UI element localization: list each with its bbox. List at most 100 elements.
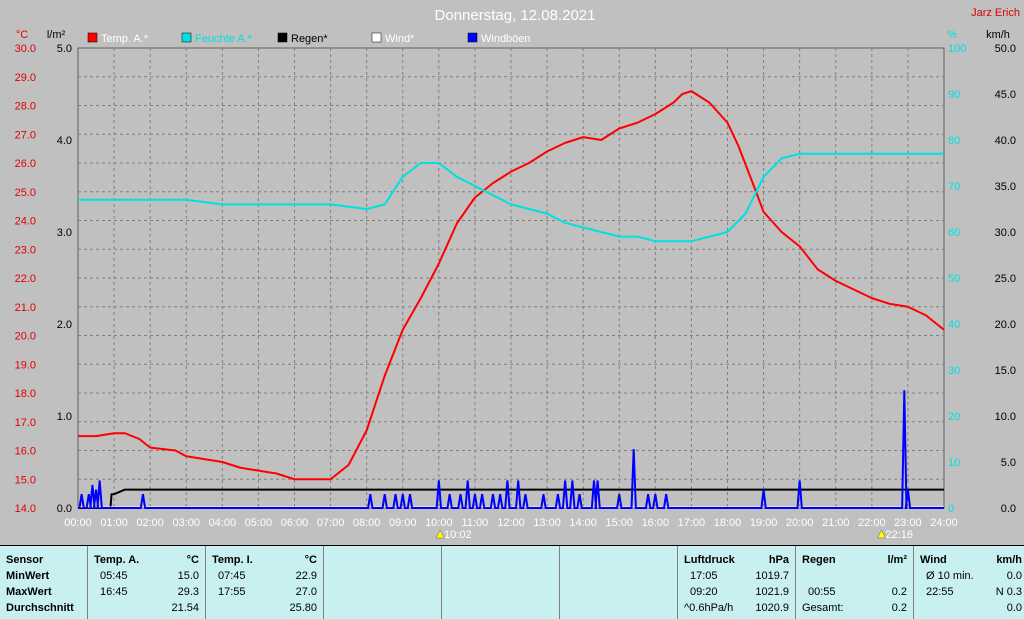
temp-tick-label: 24.0 <box>15 216 36 228</box>
temp-tick-label: 15.0 <box>15 474 36 486</box>
weather-chart: 30.0 29.0 28.0 27.0 26.0 25.0 24.0 23.0 22.0 21.0… <box>15 7 1020 541</box>
wind-tick-label: 45.0 <box>995 89 1016 101</box>
temp-a-unit: °C <box>186 554 199 566</box>
temp-tick-label: 22.0 <box>15 273 36 285</box>
x-tick-label: 20:00 <box>786 517 814 529</box>
temp-tick-label: 28.0 <box>15 101 36 113</box>
humidity-tick-label: 30 <box>948 365 960 377</box>
pressure-unit: hPa <box>768 554 789 566</box>
temp-i-min-value: 22.9 <box>295 570 317 582</box>
col-wind: Wind km/h Ø 10 min. 0.0 22:55 N 0.3 0.0 <box>914 546 1024 619</box>
wind-max-time: 22:55 <box>926 586 954 598</box>
tick-labels: 30.0 29.0 28.0 27.0 26.0 25.0 24.0 23.0 22.0 21.0… <box>15 43 1016 529</box>
temp-i-unit: °C <box>304 554 317 566</box>
legend-swatch <box>277 32 288 43</box>
temp-tick-label: 17.0 <box>15 417 36 429</box>
x-tick-label: 02:00 <box>136 517 164 529</box>
sensor-header: Sensor <box>6 554 44 566</box>
temp-i-min-time: 07:45 <box>218 570 246 582</box>
legend: Temp. A.* Feuchte A.* Regen* Wind* Windböen <box>87 32 531 45</box>
humidity-tick-label: 50 <box>948 273 960 285</box>
legend-label: Feuchte A.* <box>195 33 253 45</box>
x-tick-label: 10:00 <box>425 517 453 529</box>
wind-tick-label: 30.0 <box>995 227 1016 239</box>
rain-max-time: 00:55 <box>808 586 836 598</box>
marker-label: 10:02 <box>444 529 472 541</box>
legend-swatch <box>181 32 192 43</box>
wind-tick-label: 35.0 <box>995 181 1016 193</box>
temp-a-avg-value: 21.54 <box>171 602 199 614</box>
humidity-tick-label: 20 <box>948 411 960 423</box>
wind-tick-label: 0.0 <box>1001 503 1016 515</box>
x-tick-label: 17:00 <box>678 517 706 529</box>
marker-label: 22:16 <box>885 529 913 541</box>
rain-total-label: Gesamt: <box>802 602 844 614</box>
x-tick-label: 04:00 <box>209 517 237 529</box>
x-tick-label: 21:00 <box>822 517 850 529</box>
pressure-min-value: 1019.7 <box>755 570 789 582</box>
pressure-max-value: 1021.9 <box>755 586 789 598</box>
temp-tick-label: 25.0 <box>15 187 36 199</box>
legend-label: Temp. A.* <box>101 33 149 45</box>
temp-tick-label: 19.0 <box>15 359 36 371</box>
legend-label: Regen* <box>291 33 328 45</box>
temp-tick-label: 21.0 <box>15 302 36 314</box>
humidity-tick-label: 40 <box>948 319 960 331</box>
x-tick-label: 05:00 <box>245 517 273 529</box>
x-tick-label: 09:00 <box>389 517 417 529</box>
rain-tick-label: 4.0 <box>57 135 72 147</box>
x-tick-label: 03:00 <box>172 517 200 529</box>
wind-header: Wind <box>920 554 947 566</box>
temp-tick-label: 16.0 <box>15 446 36 458</box>
temp-tick-label: 23.0 <box>15 244 36 256</box>
x-tick-label: 23:00 <box>894 517 922 529</box>
wind-avg-label: Ø 10 min. <box>926 570 974 582</box>
user-name: Jarz Erich <box>971 7 1020 19</box>
wind-unit-label: km/h <box>986 29 1010 41</box>
legend-label: Wind* <box>385 33 415 45</box>
row-label-avg: Durchschnitt <box>6 602 74 614</box>
temp-i-max-value: 27.0 <box>295 586 317 598</box>
temp-tick-label: 27.0 <box>15 129 36 141</box>
x-tick-label: 08:00 <box>353 517 381 529</box>
grid <box>78 48 944 508</box>
legend-swatch <box>371 32 382 43</box>
rain-unit-label: l/m² <box>47 29 66 41</box>
wind-max-value: N 0.3 <box>995 586 1022 598</box>
wind-unit: km/h <box>996 554 1022 566</box>
series-humidity-line <box>78 152 944 243</box>
row-label-max: MaxWert <box>6 586 52 598</box>
temp-a-min-time: 05:45 <box>100 570 128 582</box>
series-layer <box>78 90 945 509</box>
sunset-icon <box>877 529 886 539</box>
x-tick-label: 12:00 <box>497 517 525 529</box>
rain-tick-label: 2.0 <box>57 319 72 331</box>
temp-a-min-value: 15.0 <box>177 570 199 582</box>
series-temp-line <box>78 90 945 481</box>
humidity-tick-label: 80 <box>948 135 960 147</box>
x-tick-label: 07:00 <box>317 517 345 529</box>
temp-i-avg-value: 25.80 <box>289 602 317 614</box>
wind-tick-label: 20.0 <box>995 319 1016 331</box>
rain-tick-label: 3.0 <box>57 227 72 239</box>
x-tick-label: 11:00 <box>462 517 489 529</box>
time-markers: 10:02 22:16 <box>435 529 913 541</box>
temp-tick-label: 29.0 <box>15 72 36 84</box>
x-tick-label: 01:00 <box>100 517 128 529</box>
x-tick-label: 18:00 <box>714 517 742 529</box>
col-temp-i: Temp. I. °C 07:45 22.9 17:55 27.0 25.80 <box>206 546 324 619</box>
col-empty-2 <box>442 546 560 619</box>
x-tick-label: 24:00 <box>930 517 958 529</box>
rain-tick-label: 0.0 <box>57 503 72 515</box>
temp-tick-label: 14.0 <box>15 503 36 515</box>
x-tick-label: 22:00 <box>858 517 886 529</box>
col-empty-1 <box>324 546 442 619</box>
series-rain-line <box>78 488 944 509</box>
rain-tick-label: 1.0 <box>57 411 72 423</box>
col-temp-a: Temp. A. °C 05:45 15.0 16:45 29.3 21.54 <box>88 546 206 619</box>
temp-a-header: Temp. A. <box>94 554 140 566</box>
col-rain: Regen l/m² 00:55 0.2 Gesamt: 0.2 <box>796 546 914 619</box>
humidity-unit-label: % <box>947 29 957 41</box>
temp-tick-label: 18.0 <box>15 388 36 400</box>
x-tick-label: 16:00 <box>642 517 670 529</box>
